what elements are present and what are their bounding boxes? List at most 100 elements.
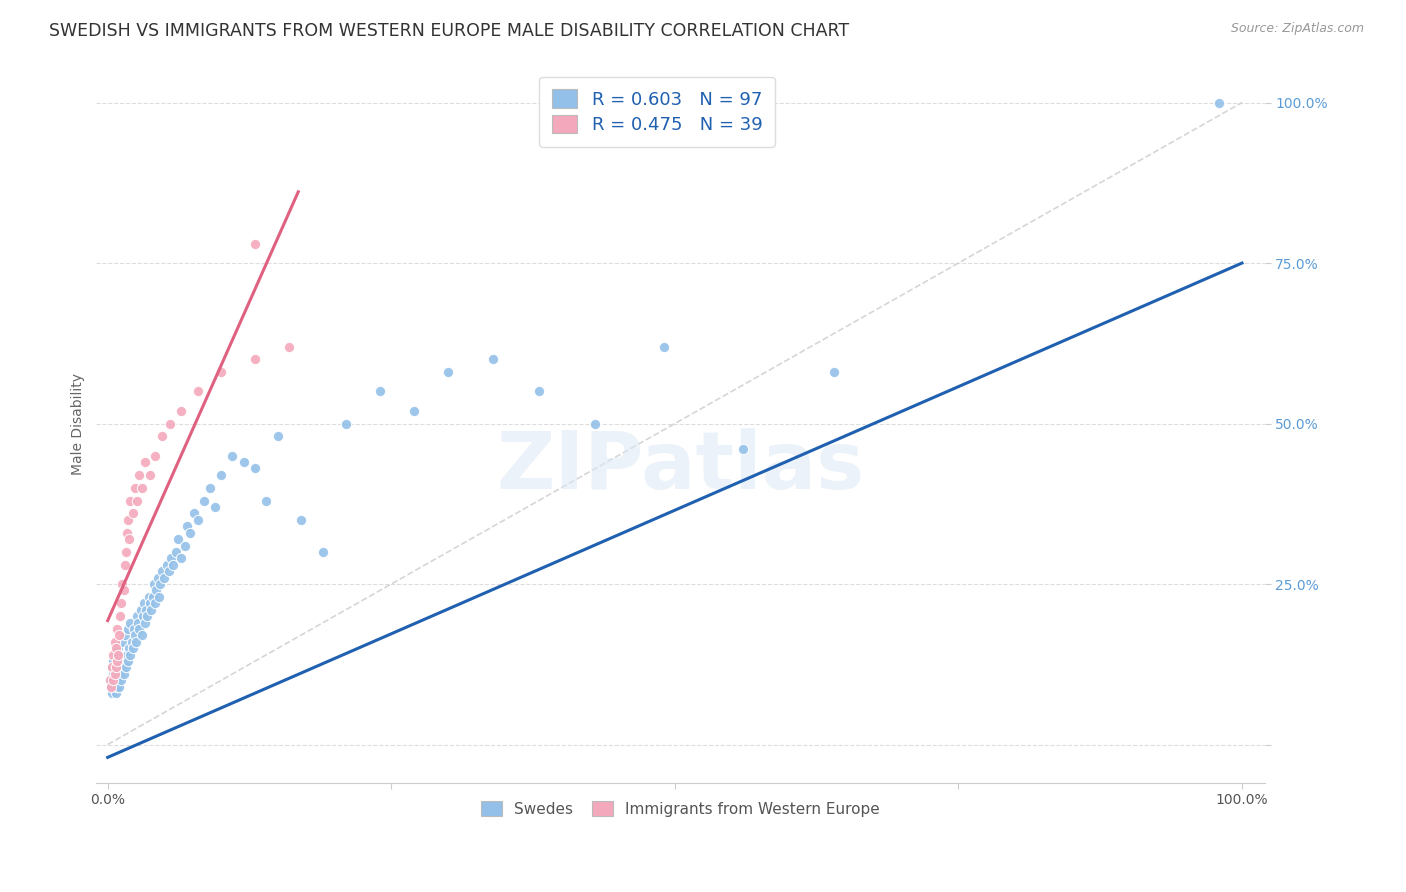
- Point: [652, 339, 675, 353]
- Point: [103, 660, 125, 674]
- Point: [209, 365, 232, 379]
- Point: [108, 680, 131, 694]
- Point: [159, 417, 181, 431]
- Point: [1208, 95, 1230, 110]
- Point: [138, 596, 160, 610]
- Point: [134, 455, 156, 469]
- Point: [101, 686, 124, 700]
- Point: [112, 667, 135, 681]
- Point: [127, 493, 149, 508]
- Point: [101, 660, 124, 674]
- Point: [104, 686, 127, 700]
- Point: [179, 525, 201, 540]
- Point: [111, 660, 134, 674]
- Point: [150, 564, 173, 578]
- Point: [103, 648, 125, 662]
- Point: [143, 449, 166, 463]
- Point: [114, 654, 136, 668]
- Point: [131, 481, 153, 495]
- Point: [149, 577, 172, 591]
- Point: [243, 461, 266, 475]
- Point: [118, 641, 141, 656]
- Y-axis label: Male Disability: Male Disability: [72, 373, 86, 475]
- Point: [103, 673, 125, 688]
- Point: [110, 673, 132, 688]
- Point: [114, 628, 136, 642]
- Point: [138, 590, 160, 604]
- Point: [120, 648, 142, 662]
- Point: [112, 583, 135, 598]
- Point: [120, 615, 142, 630]
- Point: [153, 571, 176, 585]
- Point: [114, 558, 136, 572]
- Point: [132, 609, 155, 624]
- Point: [198, 481, 221, 495]
- Point: [131, 628, 153, 642]
- Point: [134, 615, 156, 630]
- Point: [128, 467, 150, 482]
- Point: [117, 622, 139, 636]
- Point: [170, 403, 193, 417]
- Point: [108, 648, 131, 662]
- Point: [107, 641, 129, 656]
- Point: [156, 558, 179, 572]
- Point: [165, 545, 187, 559]
- Point: [105, 680, 128, 694]
- Point: [108, 667, 131, 681]
- Legend: Swedes, Immigrants from Western Europe: Swedes, Immigrants from Western Europe: [471, 791, 890, 826]
- Point: [100, 680, 122, 694]
- Point: [104, 660, 127, 674]
- Point: [167, 532, 190, 546]
- Point: [585, 417, 607, 431]
- Point: [368, 384, 391, 399]
- Point: [278, 339, 301, 353]
- Point: [143, 596, 166, 610]
- Point: [107, 648, 129, 662]
- Point: [402, 403, 425, 417]
- Point: [148, 590, 170, 604]
- Point: [103, 667, 125, 681]
- Point: [139, 603, 162, 617]
- Point: [335, 417, 357, 431]
- Point: [135, 603, 157, 617]
- Point: [128, 622, 150, 636]
- Point: [103, 673, 125, 688]
- Point: [103, 680, 125, 694]
- Point: [209, 467, 232, 482]
- Point: [98, 673, 121, 688]
- Point: [173, 539, 195, 553]
- Text: SWEDISH VS IMMIGRANTS FROM WESTERN EUROPE MALE DISABILITY CORRELATION CHART: SWEDISH VS IMMIGRANTS FROM WESTERN EUROP…: [49, 22, 849, 40]
- Point: [823, 365, 845, 379]
- Point: [103, 654, 125, 668]
- Point: [98, 673, 121, 688]
- Point: [243, 236, 266, 251]
- Point: [232, 455, 254, 469]
- Point: [117, 513, 139, 527]
- Point: [183, 507, 205, 521]
- Point: [121, 635, 143, 649]
- Point: [312, 545, 335, 559]
- Point: [150, 429, 173, 443]
- Point: [176, 519, 198, 533]
- Point: [170, 551, 193, 566]
- Point: [127, 609, 149, 624]
- Point: [105, 622, 128, 636]
- Point: [117, 654, 139, 668]
- Point: [120, 493, 142, 508]
- Point: [104, 641, 127, 656]
- Point: [136, 609, 159, 624]
- Point: [129, 603, 152, 617]
- Point: [221, 449, 243, 463]
- Point: [256, 493, 278, 508]
- Point: [107, 673, 129, 688]
- Point: [110, 596, 132, 610]
- Point: [290, 513, 312, 527]
- Point: [162, 558, 184, 572]
- Point: [138, 467, 160, 482]
- Point: [142, 590, 165, 604]
- Point: [157, 564, 180, 578]
- Point: [115, 648, 138, 662]
- Point: [103, 667, 125, 681]
- Point: [482, 352, 505, 367]
- Point: [127, 615, 149, 630]
